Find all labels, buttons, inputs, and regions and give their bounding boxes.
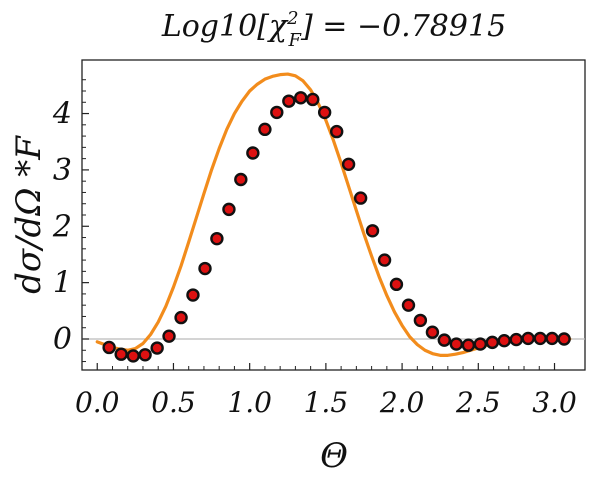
x-tick-label: 0.5 [151, 386, 196, 419]
data-point [258, 122, 272, 137]
x-axis: 0.0 0.5 1.0 1.5 2.0 2.5 3.0 [75, 363, 577, 419]
data-point [174, 310, 188, 325]
title-chi: χ [267, 9, 289, 44]
data-point [294, 91, 308, 105]
data-points [102, 91, 571, 363]
title-subscript: F [288, 30, 303, 51]
data-point [270, 105, 284, 120]
data-point [102, 340, 116, 355]
fit-curve [95, 72, 572, 357]
x-tick-label: 3.0 [532, 386, 577, 419]
y-tick-label: 3 [53, 153, 72, 188]
data-point [377, 253, 392, 267]
data-point [521, 331, 535, 346]
data-point [341, 157, 356, 171]
y-tick-label: 2 [52, 209, 72, 244]
data-point [282, 94, 296, 108]
data-point [449, 337, 464, 351]
data-point [557, 332, 571, 346]
data-point [222, 202, 236, 217]
data-point [306, 92, 320, 107]
data-point [246, 146, 260, 160]
x-tick-label: 2.0 [379, 386, 425, 419]
data-point [317, 105, 332, 120]
data-point [413, 313, 428, 328]
y-axis-title: dσ/dΩ *F [9, 135, 49, 294]
data-point [198, 261, 212, 276]
data-point [330, 124, 344, 139]
data-point [138, 348, 152, 362]
data-point [210, 231, 224, 246]
x-tick-label: 1.0 [227, 386, 272, 419]
data-point [389, 277, 404, 292]
data-point [497, 333, 511, 348]
data-point [425, 325, 440, 339]
chart-title: Log10[χ2 F] = −0.78915 [161, 8, 506, 51]
data-point [353, 191, 368, 205]
y-tick-label: 0 [53, 322, 72, 357]
data-point [509, 332, 523, 347]
data-point [186, 288, 200, 302]
x-tick-label: 1.5 [304, 386, 349, 419]
data-point [485, 335, 500, 350]
data-point [114, 347, 128, 361]
title-prefix: Log10[ [161, 9, 269, 44]
x-tick-label: 2.5 [455, 386, 501, 419]
data-point [473, 337, 487, 351]
data-point [545, 331, 559, 346]
data-point [126, 349, 140, 363]
data-point [162, 329, 176, 343]
data-point [533, 331, 547, 346]
data-point [365, 224, 380, 238]
x-tick-label: 0.0 [75, 386, 120, 419]
title-suffix: ] = −0.78915 [300, 9, 506, 44]
data-point [437, 333, 452, 347]
data-point [234, 172, 248, 187]
data-point [150, 341, 164, 355]
title-superscript: 2 [286, 8, 298, 29]
x-axis-title: Θ [320, 436, 348, 476]
data-point [461, 338, 476, 352]
y-axis: 0 1 2 3 4 [52, 79, 89, 363]
y-tick-label: 1 [53, 266, 72, 301]
data-point [401, 298, 416, 312]
y-tick-label: 4 [52, 97, 72, 132]
